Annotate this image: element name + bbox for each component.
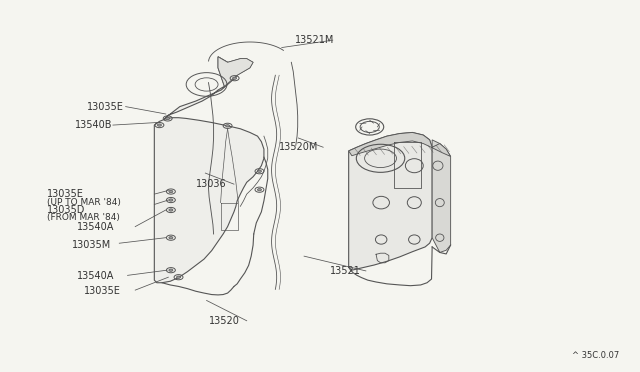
Polygon shape <box>154 118 264 283</box>
Polygon shape <box>349 132 432 270</box>
Circle shape <box>169 237 173 239</box>
Text: 13540A: 13540A <box>77 222 114 232</box>
Circle shape <box>169 199 173 201</box>
Circle shape <box>169 190 173 193</box>
Text: 13035E: 13035E <box>84 286 121 296</box>
Polygon shape <box>349 132 451 157</box>
Text: 13520M: 13520M <box>278 142 318 152</box>
Circle shape <box>166 117 170 119</box>
Circle shape <box>232 77 237 79</box>
Text: (FROM MAR '84): (FROM MAR '84) <box>47 213 120 222</box>
Circle shape <box>157 124 161 126</box>
Text: 13520: 13520 <box>209 316 239 326</box>
Text: 13036: 13036 <box>196 179 227 189</box>
Circle shape <box>169 209 173 211</box>
Circle shape <box>257 189 262 191</box>
Text: 13521: 13521 <box>330 266 360 276</box>
Circle shape <box>225 125 230 127</box>
Circle shape <box>169 269 173 271</box>
Polygon shape <box>218 57 253 86</box>
Text: 13540A: 13540A <box>77 272 114 282</box>
Polygon shape <box>218 57 253 75</box>
Polygon shape <box>164 57 237 119</box>
Text: 13521M: 13521M <box>294 35 334 45</box>
Text: (UP TO MAR '84): (UP TO MAR '84) <box>47 198 121 207</box>
Circle shape <box>177 276 180 278</box>
Text: 13035E: 13035E <box>88 102 124 112</box>
Circle shape <box>257 170 262 172</box>
Text: 13035M: 13035M <box>72 240 111 250</box>
Text: 13035E: 13035E <box>47 189 84 199</box>
Text: ^ 35C.0.07: ^ 35C.0.07 <box>572 350 620 359</box>
Polygon shape <box>432 140 451 253</box>
Text: 13035D: 13035D <box>47 205 86 215</box>
Text: 13540B: 13540B <box>75 120 112 130</box>
